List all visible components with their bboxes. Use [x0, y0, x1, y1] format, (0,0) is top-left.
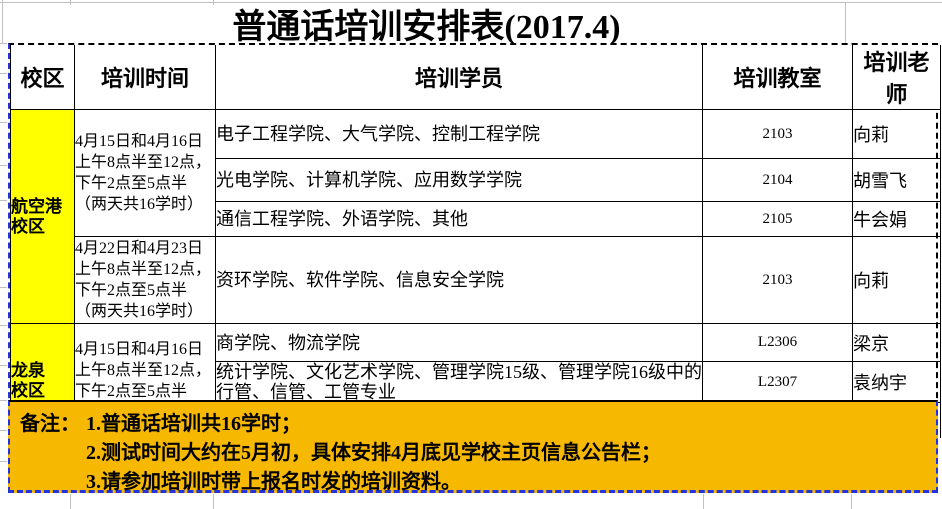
gridline-title-right	[845, 2, 846, 43]
table-row: 光电学院、计算机学院、应用数学学院 2104 胡雪飞	[11, 158, 941, 202]
remark-item-1: 1.普通话培训共16学时；	[86, 413, 301, 435]
table-row: 4月22日和4月23日 上午8点半至12点， 下午2点至5点半 （两天共16学时…	[11, 236, 941, 324]
students-cell[interactable]: 商学院、物流学院	[215, 323, 703, 362]
schedule-table-area: 校区 培训时间 培训学员 培训教室 培训老师 航空港 校区 4月15日和4月16…	[8, 43, 941, 438]
gridline-bottom-col2	[213, 494, 214, 509]
remark-item-2: 2.测试时间大约在5月初，具体安排4月底见学校主页信息公告栏；	[86, 442, 661, 464]
students-cell[interactable]: 光电学院、计算机学院、应用数学学院	[215, 158, 703, 202]
header-row: 校区 培训时间 培训学员 培训教室 培训老师	[10, 45, 941, 110]
gridline-row-tick-3	[0, 122, 7, 123]
col-header-room[interactable]: 培训教室	[702, 45, 853, 110]
gridline-row-tick-9	[0, 400, 7, 401]
remarks-list: 1.普通话培训共16学时； 2.测试时间大约在5月初，具体安排4月底见学校主页信…	[86, 402, 661, 497]
gridline-bottom-col4	[851, 494, 852, 509]
table-row: 统计学院、文化艺术学院、管理学院15级、管理学院16级中的行管、信管、工管专业 …	[11, 361, 941, 403]
gridline-tick-col1	[70, 0, 71, 5]
gridline-row-tick-1	[0, 43, 7, 44]
teacher-cell[interactable]: 向莉	[852, 236, 941, 324]
table-row: 航空港 校区 4月15日和4月16日 上午8点半至12点， 下午2点至5点半 （…	[10, 109, 941, 324]
gridline-row-tick-2	[0, 73, 7, 74]
schedule-table: 校区 培训时间 培训学员 培训教室 培训老师 航空港 校区 4月15日和4月16…	[10, 45, 941, 438]
gridline-row-tick-11	[0, 461, 7, 462]
students-cell[interactable]: 电子工程学院、大气学院、控制工程学院	[215, 109, 703, 159]
teacher-cell[interactable]: 牛会娟	[852, 201, 941, 237]
room-cell[interactable]: 2103	[702, 236, 853, 324]
room-cell[interactable]: L2306	[702, 323, 853, 362]
teacher-cell[interactable]: 胡雪飞	[852, 158, 941, 202]
time-cell-2[interactable]: 4月22日和4月23日 上午8点半至12点， 下午2点至5点半 （两天共16学时…	[74, 236, 216, 324]
gridline-bottom-col3	[703, 494, 704, 509]
remarks-label: 备注：	[20, 413, 80, 435]
gridline-row-tick-8	[0, 365, 7, 366]
students-cell[interactable]: 通信工程学院、外语学院、其他	[215, 201, 703, 237]
room-cell[interactable]: 2104	[702, 158, 853, 202]
teacher-cell[interactable]: 袁纳宇	[852, 361, 941, 403]
table-row: 龙泉 校区 4月15日和4月16日 上午8点半至12点， 下午2点至5点半 （两…	[10, 323, 941, 438]
col-header-students[interactable]: 培训学员	[215, 45, 703, 110]
room-cell[interactable]: L2307	[702, 361, 853, 403]
room-cell[interactable]: 2103	[702, 109, 853, 159]
col-header-teacher[interactable]: 培训老师	[852, 45, 941, 110]
gridline-row-tick-7	[0, 325, 7, 326]
gridline-row-tick-5	[0, 200, 7, 201]
gridline-tick-col2	[213, 0, 214, 5]
campus-cell-hangkonggang[interactable]: 航空港 校区	[10, 109, 75, 324]
students-cell[interactable]: 统计学院、文化艺术学院、管理学院15级、管理学院16级中的行管、信管、工管专业	[215, 361, 703, 403]
table-row: 通信工程学院、外语学院、其他 2105 牛会娟	[11, 201, 941, 237]
gridline-bottom-col1	[70, 494, 71, 509]
remarks-section: 备注： 1.普通话培训共16学时； 2.测试时间大约在5月初，具体安排4月底见学…	[8, 400, 938, 493]
gridline-top	[0, 2, 942, 3]
gridline-row-tick-4	[0, 165, 7, 166]
col-header-time[interactable]: 培训时间	[74, 45, 216, 110]
teacher-cell[interactable]: 梁京	[852, 323, 941, 362]
room-cell[interactable]: 2105	[702, 201, 853, 237]
time-cell-1[interactable]: 4月15日和4月16日 上午8点半至12点， 下午2点至5点半 （两天共16学时…	[74, 109, 216, 237]
gridline-row-tick-6	[0, 287, 7, 288]
students-cell[interactable]: 资环学院、软件学院、信息安全学院	[215, 236, 703, 324]
gridline-left	[2, 0, 3, 43]
teacher-cell[interactable]: 向莉	[852, 109, 941, 159]
col-header-campus[interactable]: 校区	[10, 45, 75, 110]
gridline-row-tick-10	[0, 430, 7, 431]
page-title: 普通话培训安排表(2017.4)	[232, 8, 621, 46]
remark-item-3: 3.请参加培训时带上报名时发的培训资料。	[86, 471, 461, 493]
